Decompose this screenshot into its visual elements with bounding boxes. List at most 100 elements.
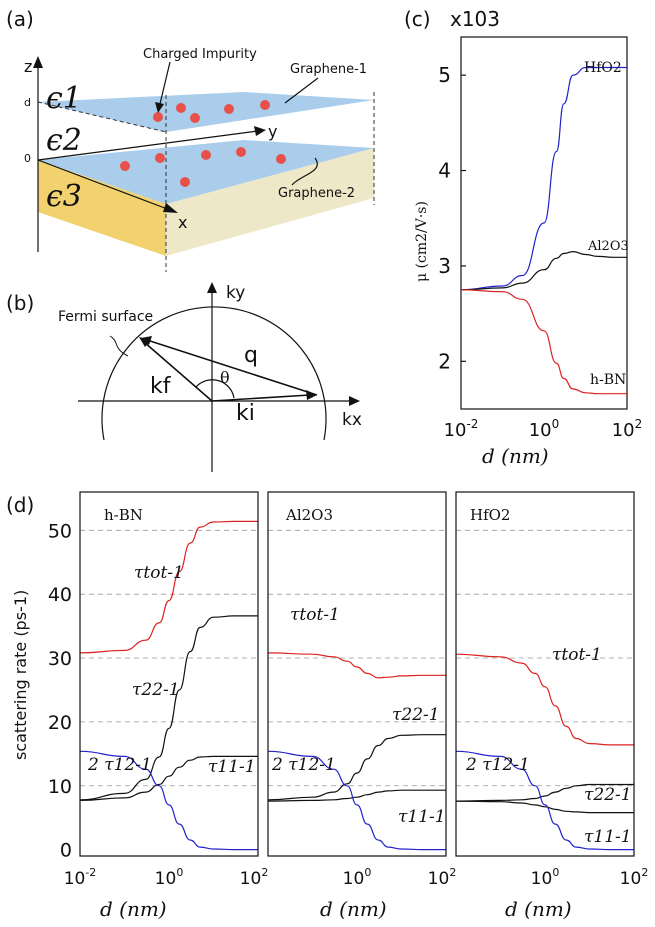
d-series-curve [79,755,258,801]
d-xtick-label: 102 [240,866,269,889]
panel-label-c: (c) [404,7,431,31]
d-xlabel-hfo2: d (nm) [505,897,572,921]
graphene-2-label: Graphene-2 [278,186,355,201]
d-xtick-exp: -2 [85,866,96,879]
d-series-curve [267,734,446,801]
c-y-multiplier: x103 [450,7,500,31]
d-hfo2-label-t11: τ11-1 [584,827,632,847]
d-series-curve [267,750,446,851]
x-label: x [178,213,187,232]
graphene-1-sheet [38,92,374,132]
graphene-2-sheet [38,140,374,204]
fermi-surface-arc [101,306,327,441]
impurity-dot [201,150,211,160]
d-series-curve [267,652,446,679]
z-label: z [24,57,32,76]
ki-label: ki [236,401,255,426]
d-hfo2-label-t22: τ22-1 [584,785,632,805]
c-xtick-exp: 2 [635,417,643,431]
d-title-hbn: h-BN [104,506,143,524]
graphene-2-pointer [291,157,318,186]
d-curves [79,520,634,851]
c-ytick-label: 2 [438,349,451,373]
c-series-al2o3 [460,250,628,291]
d-xlabel-hbn: d (nm) [100,897,167,921]
impurity-dot [260,100,270,110]
c-plot-frame [460,36,628,410]
impurities [120,100,286,187]
d-xtick-exp: 0 [364,866,371,879]
d-ytick-label: 30 [48,648,72,670]
d-hfo2-label-tot: τtot-1 [552,645,602,665]
c-curves [460,66,628,395]
d-xtick-exp: 2 [641,866,648,879]
impurity-dot [153,112,163,122]
d-hfo2-label-t12: 2 τ12-1 [465,755,530,775]
c-xlabel: d (nm) [482,444,549,468]
d-series-curve [455,750,634,851]
d-xtick-exp: 0 [552,866,559,879]
d-series-curve [455,653,634,746]
z-arrow [33,56,43,68]
d-xtick-label: 10-2 [64,866,97,889]
d-xtick-exp: 2 [261,866,268,879]
d-hbn-label-t11: τ11-1 [208,757,256,777]
charged-impurity-label: Charged Impurity [143,47,257,62]
c-series-hfo2 [460,66,627,291]
d-series-curve [267,789,446,802]
c-ytick-label: 3 [438,254,451,278]
ky-arrow [207,282,217,293]
d-plot-frame-al2o3 [267,491,447,857]
c-label-al2o3: Al2O3 [587,239,629,254]
c-label-hbn: h-BN [590,372,626,388]
d-series-curve [455,800,634,814]
fermi-pointer [109,335,129,357]
impurity-dot [155,153,165,163]
kf-label: kf [150,374,172,399]
panel-b: (b) ky kx kf ki q θ Fermi surface [6,282,362,472]
q-arrowhead [141,336,152,345]
d-xlabel-al2o3: d (nm) [320,897,387,921]
x-arrow [163,203,178,213]
d-series-curve [79,615,258,801]
c-xtick-exp: -2 [466,417,478,431]
kf-vector [143,341,213,402]
c-ytick-label: 5 [438,63,451,87]
d-tick-label: d [24,96,31,109]
y-axis [37,130,259,161]
d-ytick-label: 40 [48,584,72,606]
d-xtick-label: 100 [343,866,372,889]
theta-arc [195,379,235,399]
d-ytick-label: 10 [48,776,72,798]
impurity-dot [276,154,286,164]
eps2-label: ϵ2 [46,123,82,158]
d-plot-frame-hfo2 [455,491,635,857]
impurity-pointer [158,61,171,109]
impurity-dot [190,113,200,123]
kx-label: kx [342,410,362,430]
fermi-surface-label: Fermi surface [58,309,153,325]
panel-a: (a) ϵ1 [6,7,375,272]
c-xtick-label: 100 [529,417,560,441]
d-hbn-label-t22: τ22-1 [132,680,180,700]
c-ytick-label: 4 [438,159,451,183]
y-arrow [254,126,266,136]
d-al2o3-label-tot: τtot-1 [290,605,340,625]
q-label: q [244,343,258,368]
panel-label-d: (d) [6,493,34,517]
d-series-curve [79,750,258,851]
c-series-hbn [460,289,627,395]
ky-label: ky [226,283,245,303]
kx-arrow [349,396,360,406]
impurity-dot [120,161,130,171]
impurity-dot [176,103,186,113]
eps1-label: ϵ1 [46,81,82,116]
c-label-hfo2: HfO2 [584,60,622,76]
y-label: y [268,122,277,141]
graphene-1-edge [37,101,167,133]
impurity-dot [224,104,234,114]
